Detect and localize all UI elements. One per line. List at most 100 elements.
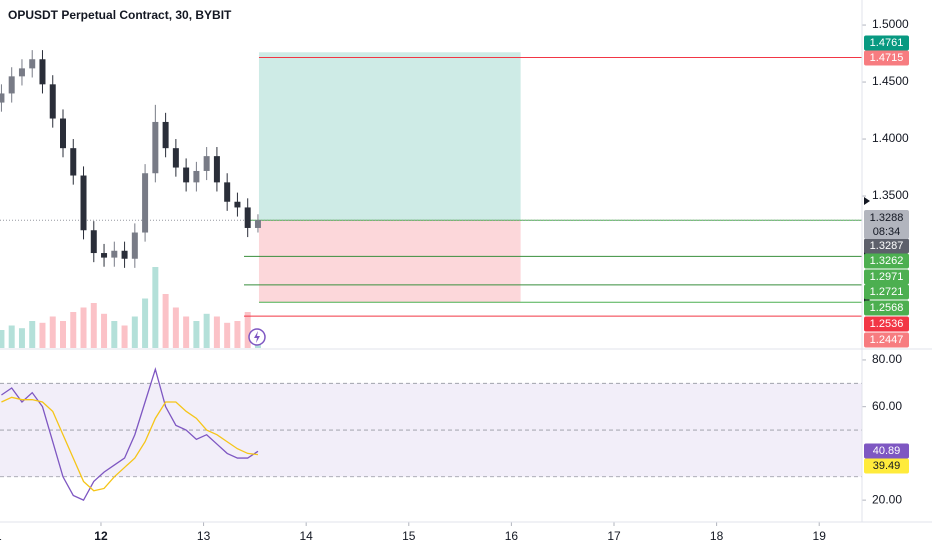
stop-zone xyxy=(258,220,521,303)
candle-body xyxy=(101,253,108,258)
price-label: 1.2568 xyxy=(870,302,904,314)
candle-body xyxy=(8,76,15,94)
lightning-icon[interactable] xyxy=(248,328,266,346)
price-label: 1.3262 xyxy=(870,255,904,267)
candle-body xyxy=(131,232,138,259)
candle-body xyxy=(121,250,128,259)
price-label: 1.4715 xyxy=(870,52,904,64)
volume-bar xyxy=(203,313,210,348)
rsi-line xyxy=(1,396,259,492)
candle-body xyxy=(18,68,25,77)
price-label-box xyxy=(864,35,909,51)
x-tick-label: 13 xyxy=(197,529,211,543)
volume-bar xyxy=(18,328,25,348)
price-label-box xyxy=(864,316,909,332)
x-tick-label: 18 xyxy=(710,529,724,543)
volume-bar xyxy=(8,325,15,348)
candle-body xyxy=(60,118,67,149)
volume-bar xyxy=(70,312,77,348)
x-tick-label: 14 xyxy=(299,529,313,543)
price-label: 1.2971 xyxy=(870,271,904,283)
volume-bar xyxy=(213,316,220,348)
target-zone xyxy=(258,52,521,221)
candle-body xyxy=(224,182,231,202)
plot xyxy=(0,24,866,526)
x-tick-label: 17 xyxy=(607,529,621,543)
volume-bar xyxy=(172,307,179,348)
volume-bar xyxy=(80,307,87,348)
price-label-box xyxy=(864,50,909,66)
arrow-marker xyxy=(864,197,870,205)
price-label-box xyxy=(864,238,909,254)
price-label-box xyxy=(864,458,909,474)
volume-bar xyxy=(49,316,56,348)
price-label-box xyxy=(864,210,909,239)
x-tick-label: 12 xyxy=(94,529,108,543)
candle-body xyxy=(70,148,77,176)
price-label-box xyxy=(864,253,909,269)
price-label: 39.49 xyxy=(873,460,901,472)
volume-bar xyxy=(193,321,200,348)
candle-body xyxy=(183,167,190,183)
volume-bar xyxy=(101,313,108,348)
volume-bar xyxy=(234,321,241,348)
candle-body xyxy=(142,173,149,233)
volume-bar xyxy=(39,322,46,348)
price-label: 1.2721 xyxy=(870,286,904,298)
volume-bar xyxy=(183,316,190,348)
price-label: 1.3288 xyxy=(870,212,904,224)
y-tick-label: 1.4000 xyxy=(872,131,909,145)
volume-bar xyxy=(90,303,97,348)
candle-body xyxy=(111,250,118,258)
candle-body xyxy=(162,121,169,149)
y-tick-label: 20.00 xyxy=(872,492,902,506)
candle-body xyxy=(203,156,210,171)
volume-bar xyxy=(131,316,138,348)
candle-body xyxy=(244,207,251,228)
volume-bar xyxy=(142,298,149,348)
candle-body xyxy=(49,84,56,119)
price-label: 1.2536 xyxy=(870,318,904,330)
candle-body xyxy=(193,170,200,183)
y-tick-label: 1.5000 xyxy=(872,17,909,31)
candle-body xyxy=(213,156,220,183)
y-tick-label: 1.3500 xyxy=(872,188,909,202)
x-tick-label: 1 xyxy=(0,529,2,543)
candle-body xyxy=(90,230,97,254)
price-label: 1.2447 xyxy=(870,334,904,346)
price-label-box xyxy=(864,284,909,300)
volume-bar xyxy=(111,321,118,348)
price-label: 40.89 xyxy=(873,445,901,457)
price-label: 1.3287 xyxy=(870,240,904,252)
candle-body xyxy=(172,148,179,168)
countdown: 08:34 xyxy=(873,226,901,238)
candle-body xyxy=(152,121,159,174)
x-tick-label: 15 xyxy=(402,529,416,543)
y-tick-label: 1.4500 xyxy=(872,74,909,88)
y-tick-label: 60.00 xyxy=(872,399,902,413)
x-tick-label: 19 xyxy=(813,529,827,543)
price-label-box xyxy=(864,443,909,459)
volume-bar xyxy=(244,312,251,348)
volume-bar xyxy=(152,267,159,348)
candle-body xyxy=(234,201,241,208)
icon-bolt[interactable] xyxy=(254,331,260,343)
x-tick-label: 16 xyxy=(505,529,519,543)
y-tick-label: 80.00 xyxy=(872,352,902,366)
chart-title: OPUSDT Perpetual Contract, 30, BYBIT xyxy=(8,8,232,22)
volume-bar xyxy=(60,321,67,348)
volume-bar xyxy=(224,322,231,348)
candle-body xyxy=(29,59,36,69)
candle-body xyxy=(254,220,261,228)
candle-body xyxy=(80,175,87,231)
price-label-box xyxy=(864,332,909,348)
candle-body xyxy=(39,59,46,85)
rsi-line xyxy=(1,366,259,501)
volume-bar xyxy=(121,325,128,348)
volume-bar xyxy=(162,294,169,348)
volume-bar xyxy=(29,321,36,348)
candle-body xyxy=(0,93,5,103)
price-label-box xyxy=(864,300,909,316)
